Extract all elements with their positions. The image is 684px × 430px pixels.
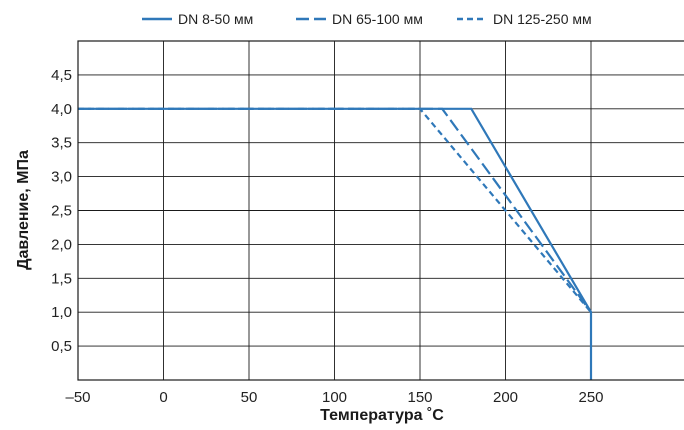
x-tick-label: 200	[493, 389, 518, 406]
legend-label-2: DN 65-100 мм	[332, 11, 423, 27]
x-tick-label: 150	[407, 389, 432, 406]
series-line-1	[78, 107, 593, 380]
x-tick-label: 50	[241, 389, 258, 406]
y-tick-label: 3,5	[51, 135, 72, 152]
y-tick-label: 2,5	[51, 203, 72, 220]
y-tick-label: 4,5	[51, 67, 72, 84]
x-axis-title: Температура ˚С	[320, 407, 444, 424]
legend-label-3: DN 125-250 мм	[493, 11, 592, 27]
x-tick-label: 250	[578, 389, 603, 406]
y-tick-label: 4,0	[51, 101, 72, 118]
series-line-3	[78, 107, 592, 313]
y-tick-label: 1,5	[51, 270, 72, 287]
series-lines	[78, 107, 593, 380]
x-tick-label: 0	[159, 389, 167, 406]
legend: DN 8-50 мм DN 65-100 мм DN 125-250 мм	[142, 11, 592, 27]
y-tick-label: 3,0	[51, 169, 72, 186]
legend-label-1: DN 8-50 мм	[178, 11, 253, 27]
y-tick-label: 0,5	[51, 338, 72, 355]
y-tick-labels: 0,5 1,0 1,5 2,0 2,5 3,0 3,5 4,0 4,5	[51, 67, 72, 355]
y-tick-label: 1,0	[51, 304, 72, 321]
grid	[78, 41, 684, 380]
y-axis-title: Давление, МПа	[15, 150, 32, 270]
x-tick-label: 100	[322, 389, 347, 406]
series-line-2	[78, 107, 592, 313]
plot-frame	[77, 40, 684, 381]
x-tick-label: –50	[65, 389, 90, 406]
x-tick-labels: –50 0 50 100 150 200 250	[65, 389, 603, 406]
y-tick-label: 2,0	[51, 236, 72, 253]
